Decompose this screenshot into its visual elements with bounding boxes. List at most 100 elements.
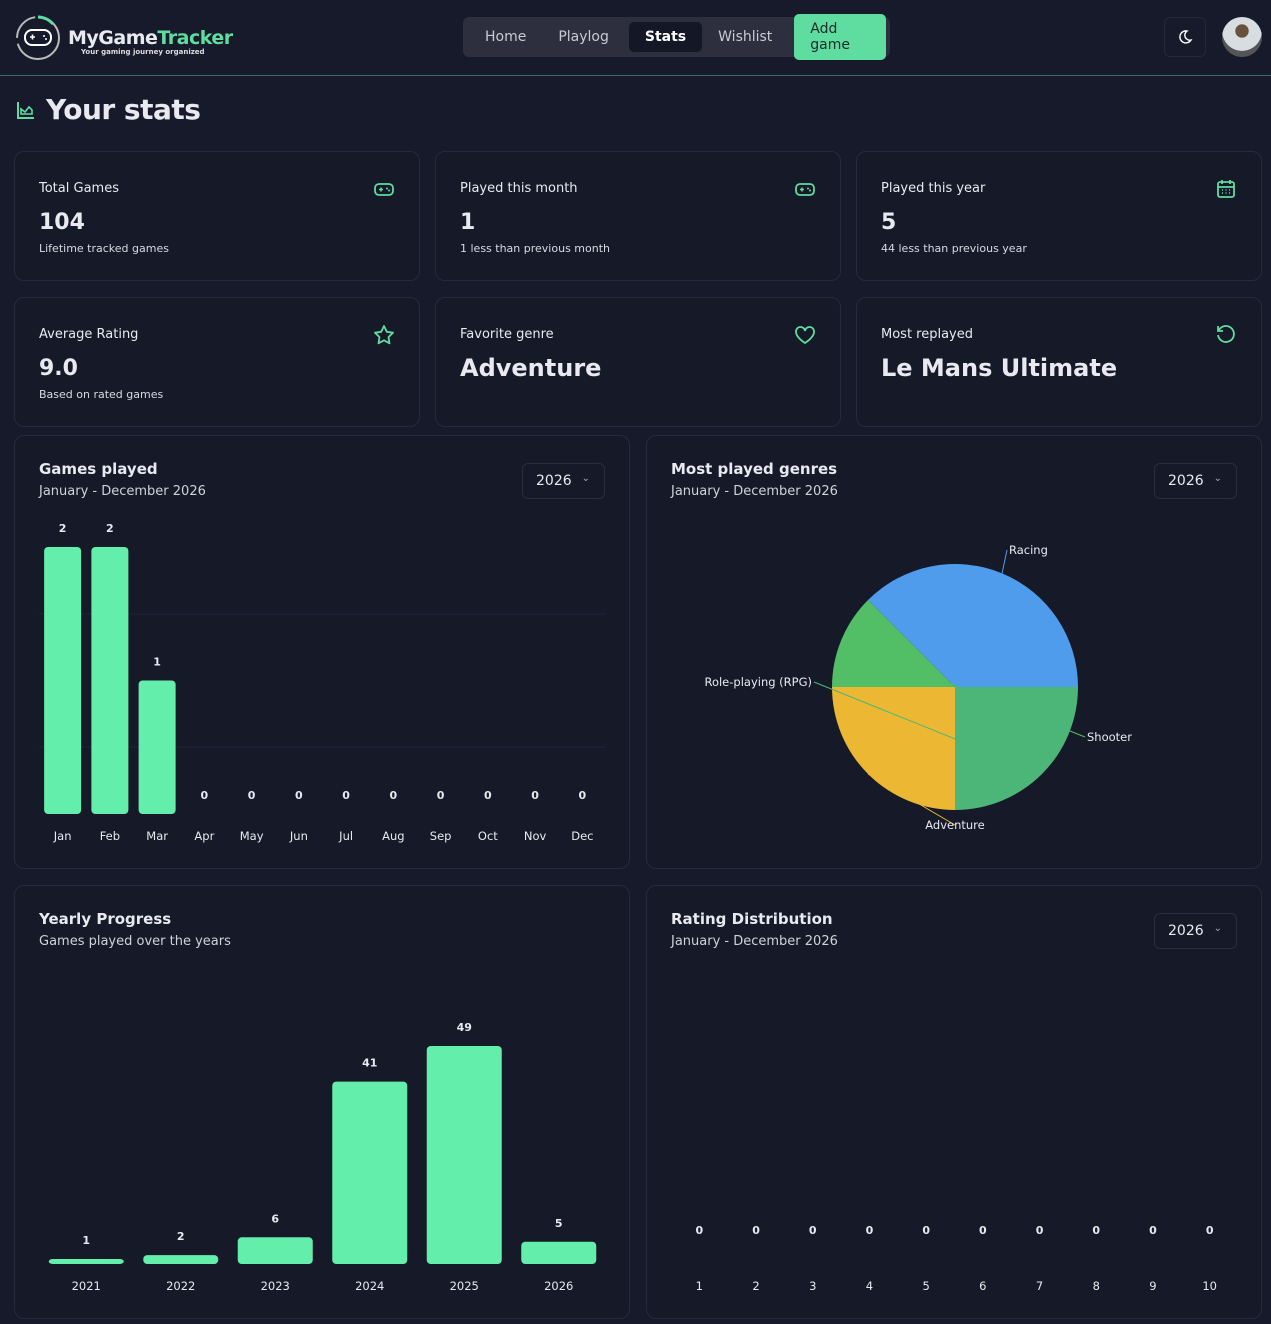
- stat-card: Average Rating 9.0 Based on rated games: [14, 297, 420, 427]
- heart-icon: [795, 326, 815, 345]
- x-tick-label: 2025: [450, 1279, 479, 1293]
- star-icon: [374, 325, 394, 345]
- stat-subtext: Based on rated games: [39, 388, 164, 401]
- bar-value-label: 2: [177, 1230, 185, 1243]
- x-tick-label: Aug: [382, 829, 404, 843]
- year-select[interactable]: 2026 ⌄: [1154, 913, 1237, 949]
- calendar-icon: [1217, 180, 1235, 198]
- x-tick-label: Jun: [289, 829, 308, 843]
- x-tick-label: Nov: [524, 829, 547, 843]
- x-tick-label: 2021: [72, 1279, 101, 1293]
- stat-value: 9.0: [39, 356, 78, 381]
- x-tick-label: May: [240, 829, 264, 843]
- games-played-card: Games played January - December 2026 202…: [14, 435, 630, 869]
- x-tick-label: Dec: [571, 829, 593, 843]
- logo[interactable]: MyGameTracker Your gaming journey organi…: [14, 14, 233, 62]
- pie-label: Adventure: [925, 818, 984, 832]
- year-select[interactable]: 2026 ⌄: [1154, 463, 1237, 499]
- card-subtitle: January - December 2026: [671, 934, 838, 949]
- card-subtitle: January - December 2026: [671, 484, 838, 499]
- gamepad-logo-icon: [16, 15, 60, 60]
- x-tick-label: Jul: [338, 829, 353, 843]
- bar-value-label: 0: [201, 789, 209, 802]
- x-tick-label: 9: [1149, 1279, 1156, 1293]
- gamepad-icon: [795, 183, 815, 196]
- nav-home[interactable]: Home: [485, 29, 527, 45]
- games-played-chart: 2 Jan 2 Feb 1 Mar 0 Apr 0 May 0 Jun 0 Jul 0 Aug 0 Sep 0 Oct…: [39, 522, 606, 843]
- card-subtitle: January - December 2026: [39, 484, 206, 499]
- stat-subtext: Lifetime tracked games: [39, 242, 169, 255]
- card-title: Games played: [39, 460, 158, 478]
- x-tick-label: 10: [1202, 1279, 1217, 1293]
- pie-label: Racing: [1009, 543, 1048, 557]
- x-tick-label: Oct: [478, 829, 498, 843]
- stat-card: Played this year 5 44 less than previous…: [856, 151, 1262, 281]
- x-tick-label: Jan: [53, 829, 72, 843]
- pie-label: Shooter: [1087, 730, 1132, 744]
- bar-value-label: 0: [809, 1224, 817, 1237]
- stat-card: Total Games 104 Lifetime tracked games: [14, 151, 420, 281]
- stat-label: Played this month: [460, 181, 578, 196]
- bar-value-label: 2: [106, 522, 114, 535]
- x-tick-label: 3: [809, 1279, 816, 1293]
- pie-slice: [955, 687, 1078, 810]
- nav-wishlist[interactable]: Wishlist: [718, 29, 773, 45]
- stat-card: Favorite genre Adventure: [435, 297, 841, 427]
- theme-toggle-button[interactable]: [1164, 17, 1206, 57]
- stat-value: Le Mans Ultimate: [881, 354, 1118, 382]
- x-tick-label: 6: [979, 1279, 986, 1293]
- stat-value: 104: [39, 210, 85, 235]
- yearly-progress-card: Yearly Progress Games played over the ye…: [14, 885, 630, 1319]
- card-title: Yearly Progress: [39, 910, 172, 928]
- bar: [138, 680, 176, 814]
- pie-leader-line: [813, 681, 1043, 775]
- avatar[interactable]: [1222, 17, 1262, 57]
- pie-label: Role-playing (RPG): [704, 675, 812, 689]
- x-tick-label: 1: [696, 1279, 703, 1293]
- pie-slice: [868, 564, 1078, 687]
- bar-value-label: 2: [59, 522, 67, 535]
- x-tick-label: 2026: [544, 1279, 573, 1293]
- bar-value-label: 0: [295, 789, 303, 802]
- x-tick-label: Apr: [194, 829, 214, 843]
- x-tick-label: 2024: [355, 1279, 384, 1293]
- pie-leader-line: [867, 773, 956, 826]
- bar-value-label: 0: [752, 1224, 760, 1237]
- chevron-down-icon: ⌄: [1213, 923, 1222, 934]
- bar: [48, 1259, 124, 1264]
- x-tick-label: 8: [1093, 1279, 1100, 1293]
- stat-subtext: 1 less than previous month: [460, 242, 610, 255]
- x-tick-label: 7: [1036, 1279, 1043, 1293]
- card-subtitle: Games played over the years: [39, 934, 231, 949]
- stat-label: Favorite genre: [460, 327, 554, 342]
- year-select[interactable]: 2026 ⌄: [522, 463, 605, 499]
- bar: [91, 547, 129, 814]
- main-nav: Home Playlog Stats Wishlist Add game: [463, 14, 890, 60]
- chevron-down-icon: ⌄: [1213, 473, 1222, 484]
- x-tick-label: Sep: [430, 829, 452, 843]
- x-tick-label: 2023: [261, 1279, 290, 1293]
- nav-playlog[interactable]: Playlog: [558, 29, 609, 45]
- bar-value-label: 0: [531, 789, 539, 802]
- replay-icon: [1217, 325, 1235, 343]
- stat-card: Played this month 1 1 less than previous…: [435, 151, 841, 281]
- bar-value-label: 0: [1206, 1224, 1214, 1237]
- x-tick-label: 5: [922, 1279, 929, 1293]
- bar-value-label: 5: [555, 1217, 563, 1230]
- bar-value-label: 0: [696, 1224, 704, 1237]
- bar-value-label: 49: [457, 1021, 472, 1034]
- pie-slice: [832, 600, 955, 687]
- nav-stats[interactable]: Stats: [628, 22, 703, 52]
- genres-pie-chart: Racing Shooter Adventure Role-playing (RPG): [704, 543, 1132, 832]
- x-tick-label: Feb: [100, 829, 120, 843]
- stat-value: Adventure: [460, 354, 602, 382]
- stat-value: 5: [881, 210, 897, 235]
- add-game-button[interactable]: Add game: [794, 14, 886, 60]
- stat-card: Most replayed Le Mans Ultimate: [856, 297, 1262, 427]
- bar-value-label: 0: [248, 789, 256, 802]
- bar: [426, 1046, 502, 1264]
- genres-card: Most played genres January - December 20…: [646, 435, 1262, 869]
- stat-subtext: 44 less than previous year: [881, 242, 1027, 255]
- pie-leader-line: [1001, 549, 1008, 574]
- bar: [332, 1081, 408, 1264]
